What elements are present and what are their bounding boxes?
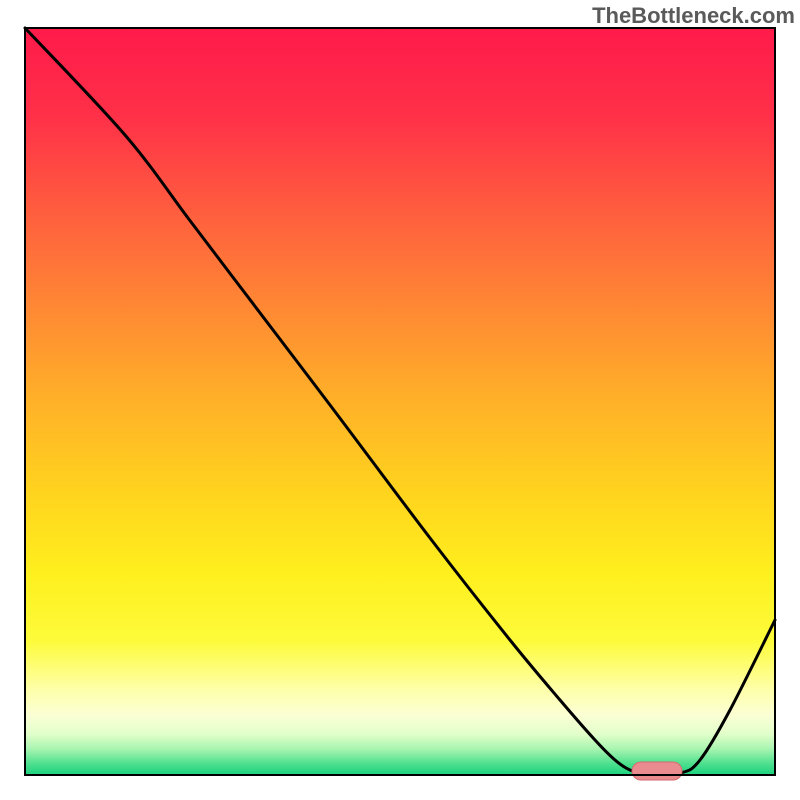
chart-svg bbox=[0, 0, 800, 800]
attribution-text: TheBottleneck.com bbox=[592, 3, 795, 29]
chart-container: TheBottleneck.com bbox=[0, 0, 800, 800]
optimum-marker bbox=[632, 762, 682, 780]
gradient-background bbox=[25, 28, 775, 775]
